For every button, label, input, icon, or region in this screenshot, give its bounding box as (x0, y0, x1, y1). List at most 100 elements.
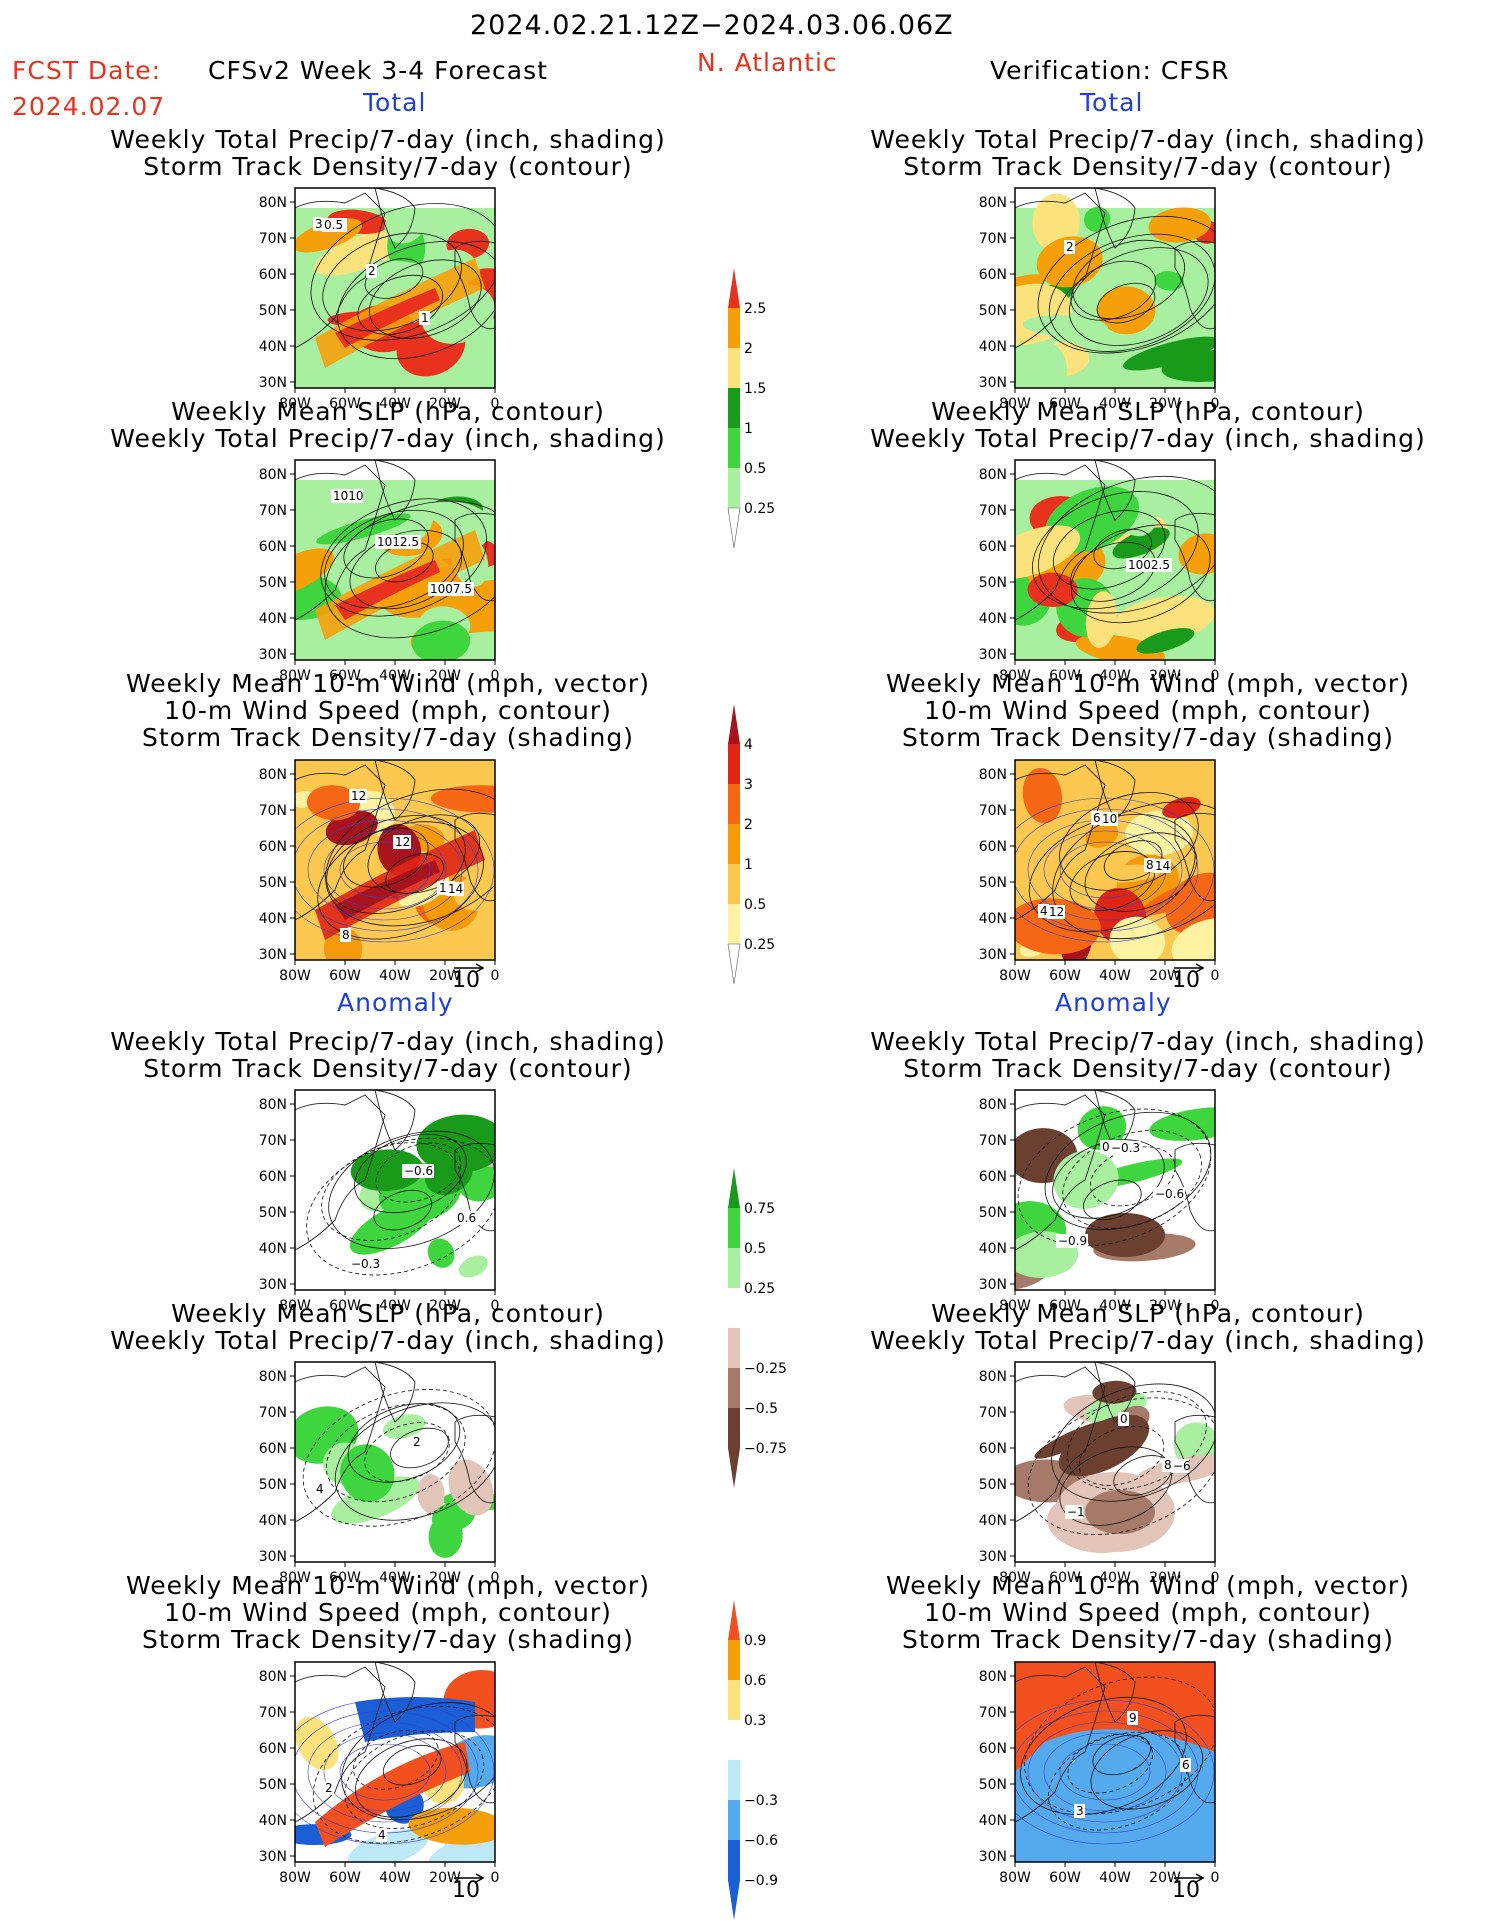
map-panel-slp-precip-verification: 1002.5 80N 70N 60N 50N 40N 30N 80W 60W 40W 20W 0 (979, 459, 1219, 684)
contour-label-bg (1038, 904, 1049, 918)
lat-tick-label: 50N (979, 1777, 1007, 1793)
wind-speed-contour (1015, 797, 1215, 943)
colorbar-tick-label: 0.25 (744, 1281, 775, 1297)
lat-tick-label: 40N (259, 611, 287, 627)
lat-tick-label: 30N (259, 647, 287, 663)
wind-speed-contour (339, 1743, 431, 1801)
contour-label-bg (313, 217, 324, 231)
contour-label: 4 (378, 1828, 386, 1842)
lon-tick-label: 60W (329, 1570, 361, 1586)
lon-tick-label: 0 (1211, 1570, 1220, 1586)
lon-tick-label: 20W (1149, 1570, 1181, 1586)
shade-blob (1149, 1107, 1215, 1141)
title-r2: Weekly Mean SLP (hPa, contour) Weekly To… (808, 398, 1487, 452)
shade-blob (1122, 336, 1215, 371)
lon-tick-label: 40W (379, 1870, 411, 1886)
lat-tick-label: 30N (979, 375, 1007, 391)
contour-label-bg (1064, 240, 1075, 254)
contour-line (325, 1403, 466, 1503)
coastline-europe (1174, 240, 1215, 330)
colorbar-segment (728, 1640, 740, 1680)
lon-tick-label: 60W (1049, 1298, 1081, 1314)
lat-tick-label: 70N (259, 1405, 287, 1421)
coastline-greenland (1094, 188, 1136, 249)
contour-label: 14 (448, 882, 463, 896)
contour-label-bg (1056, 1234, 1088, 1248)
coastline-greenland (1094, 760, 1136, 821)
shade-blob (1022, 315, 1109, 338)
lat-tick-label: 40N (259, 1513, 287, 1529)
wind-speed-contour (307, 819, 463, 921)
shade-blob (1022, 767, 1063, 824)
contour-label-bg (1126, 558, 1172, 572)
lat-tick-label: 60N (979, 1169, 1007, 1185)
lon-tick-label: 40W (1099, 1570, 1131, 1586)
contour-label-bg (1118, 1412, 1129, 1426)
shade-blob (1136, 628, 1195, 654)
shade-blob (1083, 206, 1111, 232)
contour-label-bg (349, 1257, 381, 1271)
colorbar-segment (728, 268, 740, 308)
lon-tick-label: 60W (329, 396, 361, 412)
contour-line (1070, 260, 1157, 321)
contour-label-bg (375, 535, 421, 549)
contour-line (347, 1403, 461, 1483)
contour-label: 1010 (333, 489, 364, 503)
shade-blob (1058, 1414, 1150, 1477)
lat-tick-label: 80N (259, 195, 287, 211)
shade-blob (1015, 525, 1081, 579)
coastline-greenland (1094, 1090, 1136, 1151)
colorbar-tick-label: 0.75 (744, 1201, 775, 1217)
title-line: Weekly Mean SLP (hPa, contour) (171, 1299, 605, 1328)
coastline-europe (454, 1714, 495, 1804)
lon-tick-label: 0 (491, 1870, 500, 1886)
lat-tick-label: 50N (259, 575, 287, 591)
lat-tick-label: 30N (259, 1277, 287, 1293)
contour-label: 0.6 (457, 1211, 476, 1225)
contour-label: 1 (421, 311, 429, 325)
lon-tick-label: 20W (1149, 396, 1181, 412)
lat-tick-label: 70N (259, 1705, 287, 1721)
contour-label: 12 (395, 835, 410, 849)
lat-tick-label: 60N (979, 1741, 1007, 1757)
lat-tick-label: 80N (979, 1097, 1007, 1113)
colorbar-tick-label: −0.9 (744, 1873, 778, 1889)
shade-band (355, 1697, 475, 1742)
shade-blob (298, 856, 364, 902)
colorbar-segment (728, 904, 740, 944)
vector-ref-label: 10 (452, 968, 480, 993)
coastline-europe (1174, 512, 1215, 602)
colorbar-segment (728, 428, 740, 468)
title-r3: Weekly Mean 10-m Wind (mph, vector) 10-m… (808, 670, 1487, 751)
lon-tick-label: 80W (999, 1870, 1031, 1886)
lon-tick-label: 80W (999, 396, 1031, 412)
title-p2: Weekly Mean SLP (hPa, contour) Weekly To… (88, 398, 688, 452)
lat-tick-label: 40N (979, 1241, 1007, 1257)
contour-label: −0.6 (1155, 1187, 1184, 1201)
title-line: 10-m Wind Speed (mph, contour) (164, 696, 612, 725)
title-line: Weekly Total Precip/7-day (inch, shading… (870, 1326, 1426, 1355)
contour-line (1027, 1397, 1215, 1535)
colorbar-segment (728, 1800, 740, 1840)
contour-label: 6 (1093, 811, 1101, 825)
coastline-north-america (295, 764, 386, 921)
lat-tick-label: 70N (259, 231, 287, 247)
colorbar-tick-label: −0.25 (744, 1361, 787, 1377)
title-line: Weekly Total Precip/7-day (inch, shading… (870, 1027, 1426, 1056)
lon-tick-label: 60W (1049, 1870, 1081, 1886)
lon-tick-label: 40W (1099, 1298, 1131, 1314)
vector-ref-r3: 10 (1172, 963, 1205, 993)
shade-blob (411, 620, 471, 660)
contour-label: 2 (1066, 240, 1074, 254)
contour-label-bg (1153, 859, 1171, 873)
contour-line (310, 203, 495, 341)
map-panel-slp-precip-anomaly-verification: 8 −1 0 −6 80N 70N 60N 50N 40N 30N 80W 60W 40W 20W 0 (979, 1361, 1219, 1586)
lon-tick-label: 0 (491, 1298, 500, 1314)
shade-blob (382, 1414, 426, 1439)
contour-line (369, 259, 482, 339)
lat-tick-label: 50N (979, 1205, 1007, 1221)
section-total-right: Total (1080, 88, 1144, 117)
contour-label-bg (1065, 1505, 1083, 1519)
title-p6: Weekly Mean 10-m Wind (mph, vector) 10-m… (88, 1572, 688, 1653)
contour-label: 12 (1049, 905, 1064, 919)
